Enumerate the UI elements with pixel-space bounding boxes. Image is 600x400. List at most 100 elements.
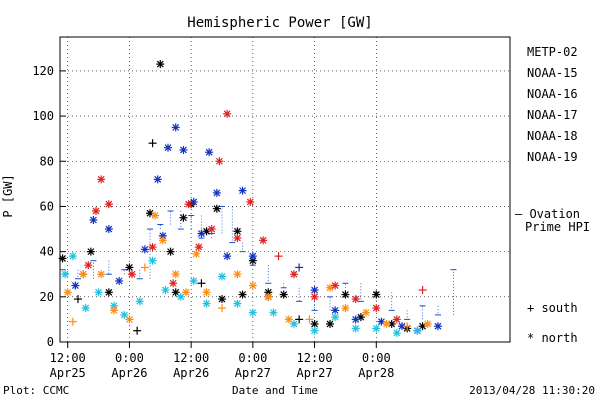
data-point bbox=[207, 225, 216, 234]
data-point bbox=[290, 319, 298, 328]
data-point bbox=[223, 252, 232, 261]
data-point bbox=[140, 245, 149, 254]
marker-legend-entry: + south bbox=[527, 301, 578, 315]
data-point bbox=[68, 317, 77, 326]
data-point bbox=[86, 247, 95, 256]
y-tick-label: 60 bbox=[40, 199, 54, 213]
data-point bbox=[97, 175, 106, 184]
x-tick-label: 0:00 bbox=[238, 351, 267, 365]
x-tick-label: 0:00 bbox=[115, 351, 144, 365]
data-point bbox=[284, 315, 293, 324]
data-point bbox=[92, 206, 100, 215]
data-point bbox=[153, 175, 162, 184]
data-point bbox=[372, 290, 381, 299]
data-point bbox=[104, 200, 113, 209]
data-point bbox=[310, 292, 319, 301]
legend-entry: NOAA-16 bbox=[527, 87, 578, 101]
y-tick-label: 40 bbox=[40, 245, 54, 259]
data-point bbox=[418, 286, 427, 295]
data-point bbox=[212, 204, 221, 213]
data-point bbox=[423, 319, 432, 328]
data-point bbox=[74, 295, 82, 304]
data-point bbox=[171, 270, 180, 279]
data-point bbox=[166, 247, 175, 256]
marker-legend: + south * north bbox=[527, 301, 578, 345]
data-point bbox=[290, 270, 298, 279]
x-axis-ticks: 12:00Apr250:00Apr2612:00Apr260:00Apr2712… bbox=[50, 342, 394, 380]
data-point bbox=[197, 229, 206, 238]
data-point bbox=[362, 308, 370, 317]
y-axis-ticks: 0 20 40 60 80 100 120 bbox=[32, 64, 66, 349]
x-tick-sublabel: Apr26 bbox=[173, 366, 209, 380]
data-point bbox=[84, 261, 93, 270]
data-point bbox=[264, 292, 273, 301]
chart-title: Hemispheric Power [GW] bbox=[187, 15, 372, 31]
data-point bbox=[148, 243, 157, 252]
data-point bbox=[212, 188, 221, 197]
data-point bbox=[259, 236, 268, 245]
data-point bbox=[218, 272, 226, 281]
legend-entry: METP-02 bbox=[527, 45, 578, 59]
data-point bbox=[295, 315, 304, 324]
data-point bbox=[169, 279, 178, 288]
data-point bbox=[310, 319, 319, 328]
data-point bbox=[197, 279, 206, 288]
data-point bbox=[202, 288, 211, 297]
data-point bbox=[218, 295, 226, 304]
x-tick-label: 0:00 bbox=[362, 351, 391, 365]
data-point bbox=[125, 315, 134, 324]
data-point bbox=[246, 197, 255, 206]
grid-layer bbox=[60, 37, 510, 343]
data-point bbox=[104, 288, 113, 297]
data-point bbox=[238, 290, 247, 299]
footer-timestamp: 2013/04/28 11:30:20 bbox=[469, 384, 595, 397]
data-point bbox=[295, 263, 304, 272]
data-point bbox=[310, 326, 319, 335]
x-tick-label: 12:00 bbox=[50, 351, 86, 365]
data-point bbox=[392, 328, 401, 337]
data-point bbox=[148, 256, 157, 265]
y-tick-label: 20 bbox=[40, 290, 54, 304]
data-point bbox=[63, 288, 72, 297]
legend-entry: NOAA-19 bbox=[527, 150, 578, 164]
data-point bbox=[97, 270, 106, 279]
data-point bbox=[135, 297, 144, 306]
data-point bbox=[392, 315, 401, 324]
data-point bbox=[104, 225, 113, 234]
data-point bbox=[382, 319, 391, 328]
legend: METP-02 NOAA-15 NOAA-16 NOAA-17 NOAA-18 NOAA-… bbox=[527, 45, 578, 164]
x-tick-sublabel: Apr25 bbox=[50, 366, 86, 380]
data-point bbox=[351, 315, 360, 324]
ovation-layer bbox=[59, 205, 457, 320]
data-point bbox=[184, 200, 193, 209]
data-point bbox=[269, 308, 278, 317]
data-point bbox=[331, 306, 340, 315]
data-point bbox=[351, 324, 360, 333]
x-axis-label: Date and Time bbox=[232, 384, 318, 397]
data-point bbox=[413, 326, 422, 335]
data-point bbox=[248, 252, 257, 261]
x-tick-label: 12:00 bbox=[297, 351, 333, 365]
data-point bbox=[248, 308, 257, 317]
data-point bbox=[151, 211, 160, 220]
data-point bbox=[351, 295, 360, 304]
data-point bbox=[205, 148, 214, 157]
data-point bbox=[434, 322, 442, 331]
data-point bbox=[71, 281, 80, 290]
data-point bbox=[233, 227, 242, 236]
legend-entry: NOAA-18 bbox=[527, 129, 578, 143]
data-point bbox=[279, 290, 288, 299]
data-point bbox=[274, 252, 283, 261]
y-tick-label: 100 bbox=[32, 109, 54, 123]
data-point bbox=[194, 243, 203, 252]
data-point bbox=[79, 270, 88, 279]
data-point bbox=[140, 263, 149, 272]
x-tick-sublabel: Apr26 bbox=[111, 366, 147, 380]
data-point bbox=[403, 322, 412, 331]
data-point bbox=[233, 299, 242, 308]
x-tick-sublabel: Apr28 bbox=[358, 366, 394, 380]
data-point bbox=[161, 286, 170, 295]
data-point bbox=[125, 263, 134, 272]
